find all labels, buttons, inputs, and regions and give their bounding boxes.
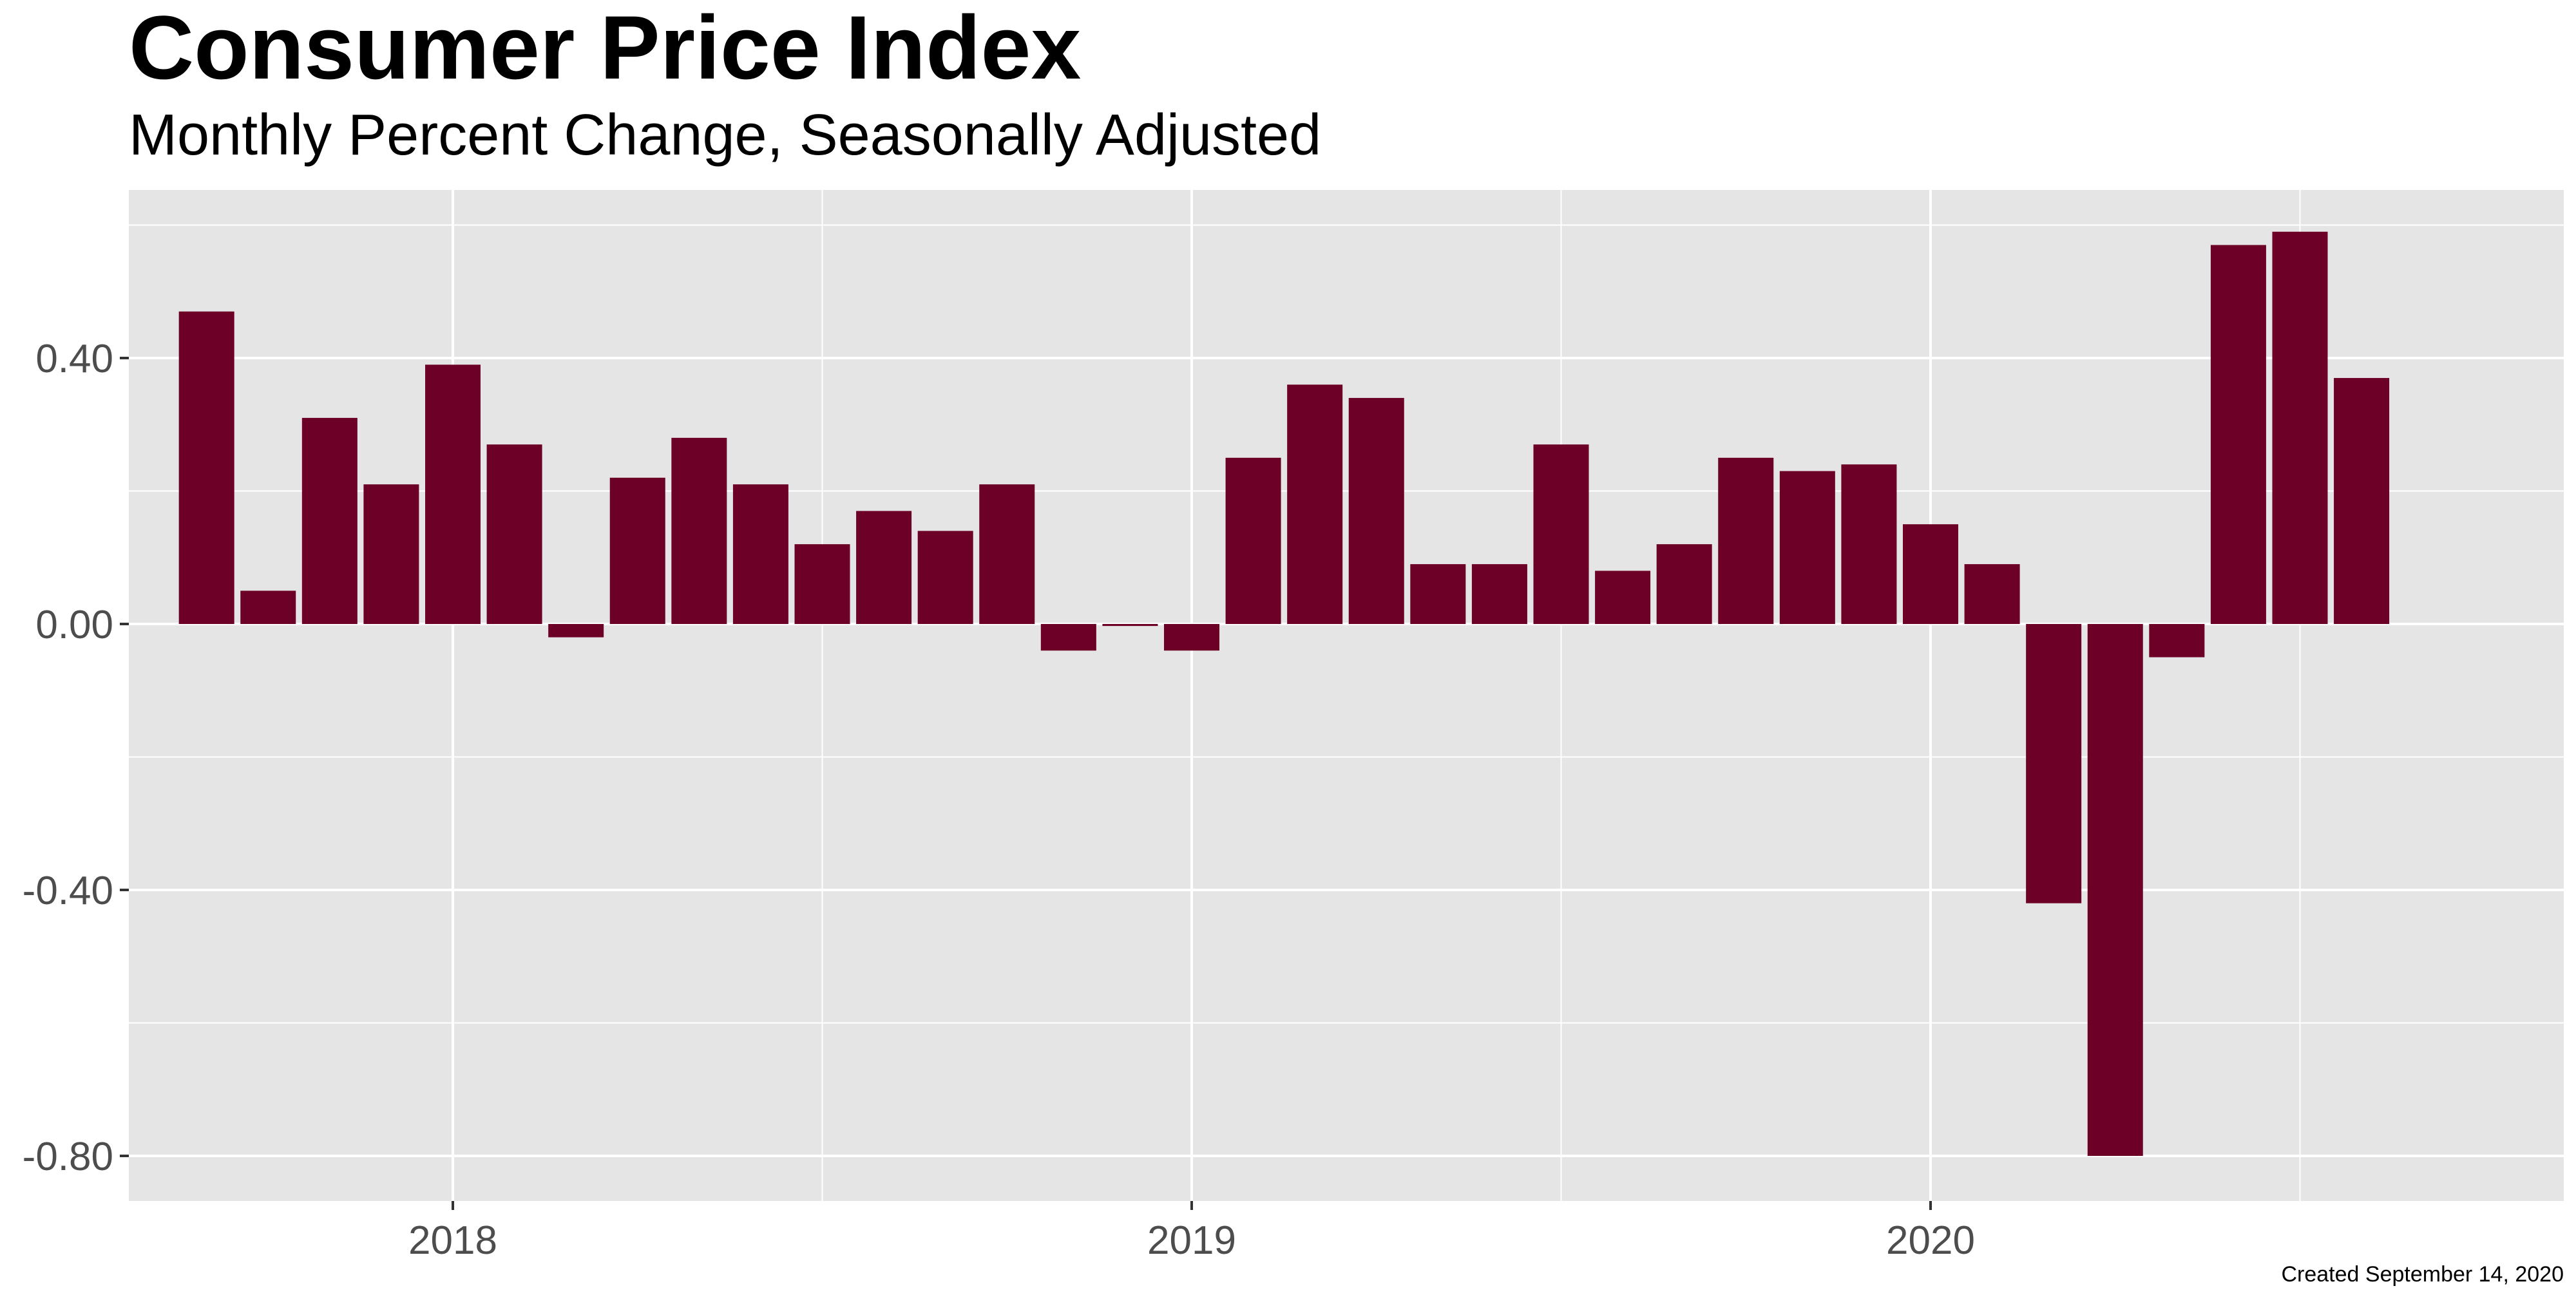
bar-2018-12 [1102, 624, 1158, 627]
bar-2018-11 [1040, 624, 1096, 651]
bar-2018-09 [917, 531, 973, 624]
x-tick-label: 2018 [408, 1218, 497, 1263]
bar-2019-01 [1164, 624, 1219, 651]
bar-2020-05 [2149, 624, 2205, 657]
bar-2019-08 [1595, 571, 1651, 624]
plot-panel [129, 190, 2564, 1201]
bar-2020-06 [2210, 245, 2266, 625]
chart-title: Consumer Price Index [129, 0, 1081, 98]
bar-2019-11 [1779, 471, 1835, 624]
bar-2018-05 [671, 437, 727, 624]
bar-2020-07 [2272, 231, 2328, 624]
x-tick-label: 2019 [1147, 1218, 1236, 1263]
y-tick-label: -0.80 [23, 1135, 113, 1179]
bar-series [178, 231, 2390, 1156]
bar-2018-07 [794, 544, 850, 624]
chart-subtitle: Monthly Percent Change, Seasonally Adjus… [129, 103, 1321, 167]
bar-2020-04 [2087, 624, 2143, 1156]
bar-2017-09 [178, 311, 234, 624]
bar-2018-03 [548, 624, 604, 638]
bar-2018-06 [732, 484, 788, 624]
bar-2019-06 [1471, 564, 1527, 624]
bar-2018-02 [486, 444, 542, 624]
bar-2019-09 [1656, 544, 1712, 624]
y-tick-label: -0.40 [23, 869, 113, 913]
bar-2020-01 [1903, 524, 1958, 624]
bar-2019-02 [1225, 457, 1281, 624]
x-axis: 2018 2019 2020 [408, 1201, 1975, 1263]
y-tick-label: 0.00 [35, 603, 113, 647]
bar-2019-07 [1533, 444, 1589, 624]
bar-2018-08 [856, 511, 912, 624]
y-axis: -0.80 -0.40 0.00 0.40 [23, 337, 129, 1179]
bar-2018-04 [609, 477, 665, 624]
y-tick-label: 0.40 [35, 337, 113, 381]
bar-2019-04 [1348, 397, 1404, 624]
bar-2020-02 [1964, 564, 2020, 624]
x-tick-label: 2020 [1886, 1218, 1975, 1263]
bar-2019-03 [1287, 384, 1343, 624]
bar-2019-05 [1410, 564, 1466, 624]
bar-2017-11 [301, 417, 358, 624]
bar-2019-10 [1718, 457, 1774, 624]
bar-2018-10 [979, 484, 1035, 624]
bar-2017-12 [363, 484, 419, 624]
bar-2019-12 [1841, 464, 1897, 624]
bar-2020-08 [2334, 377, 2390, 624]
bar-2017-10 [240, 591, 296, 624]
bar-2020-03 [2026, 624, 2082, 903]
chart-caption: Created September 14, 2020 [2281, 1262, 2564, 1287]
bar-2018-01 [425, 364, 481, 624]
